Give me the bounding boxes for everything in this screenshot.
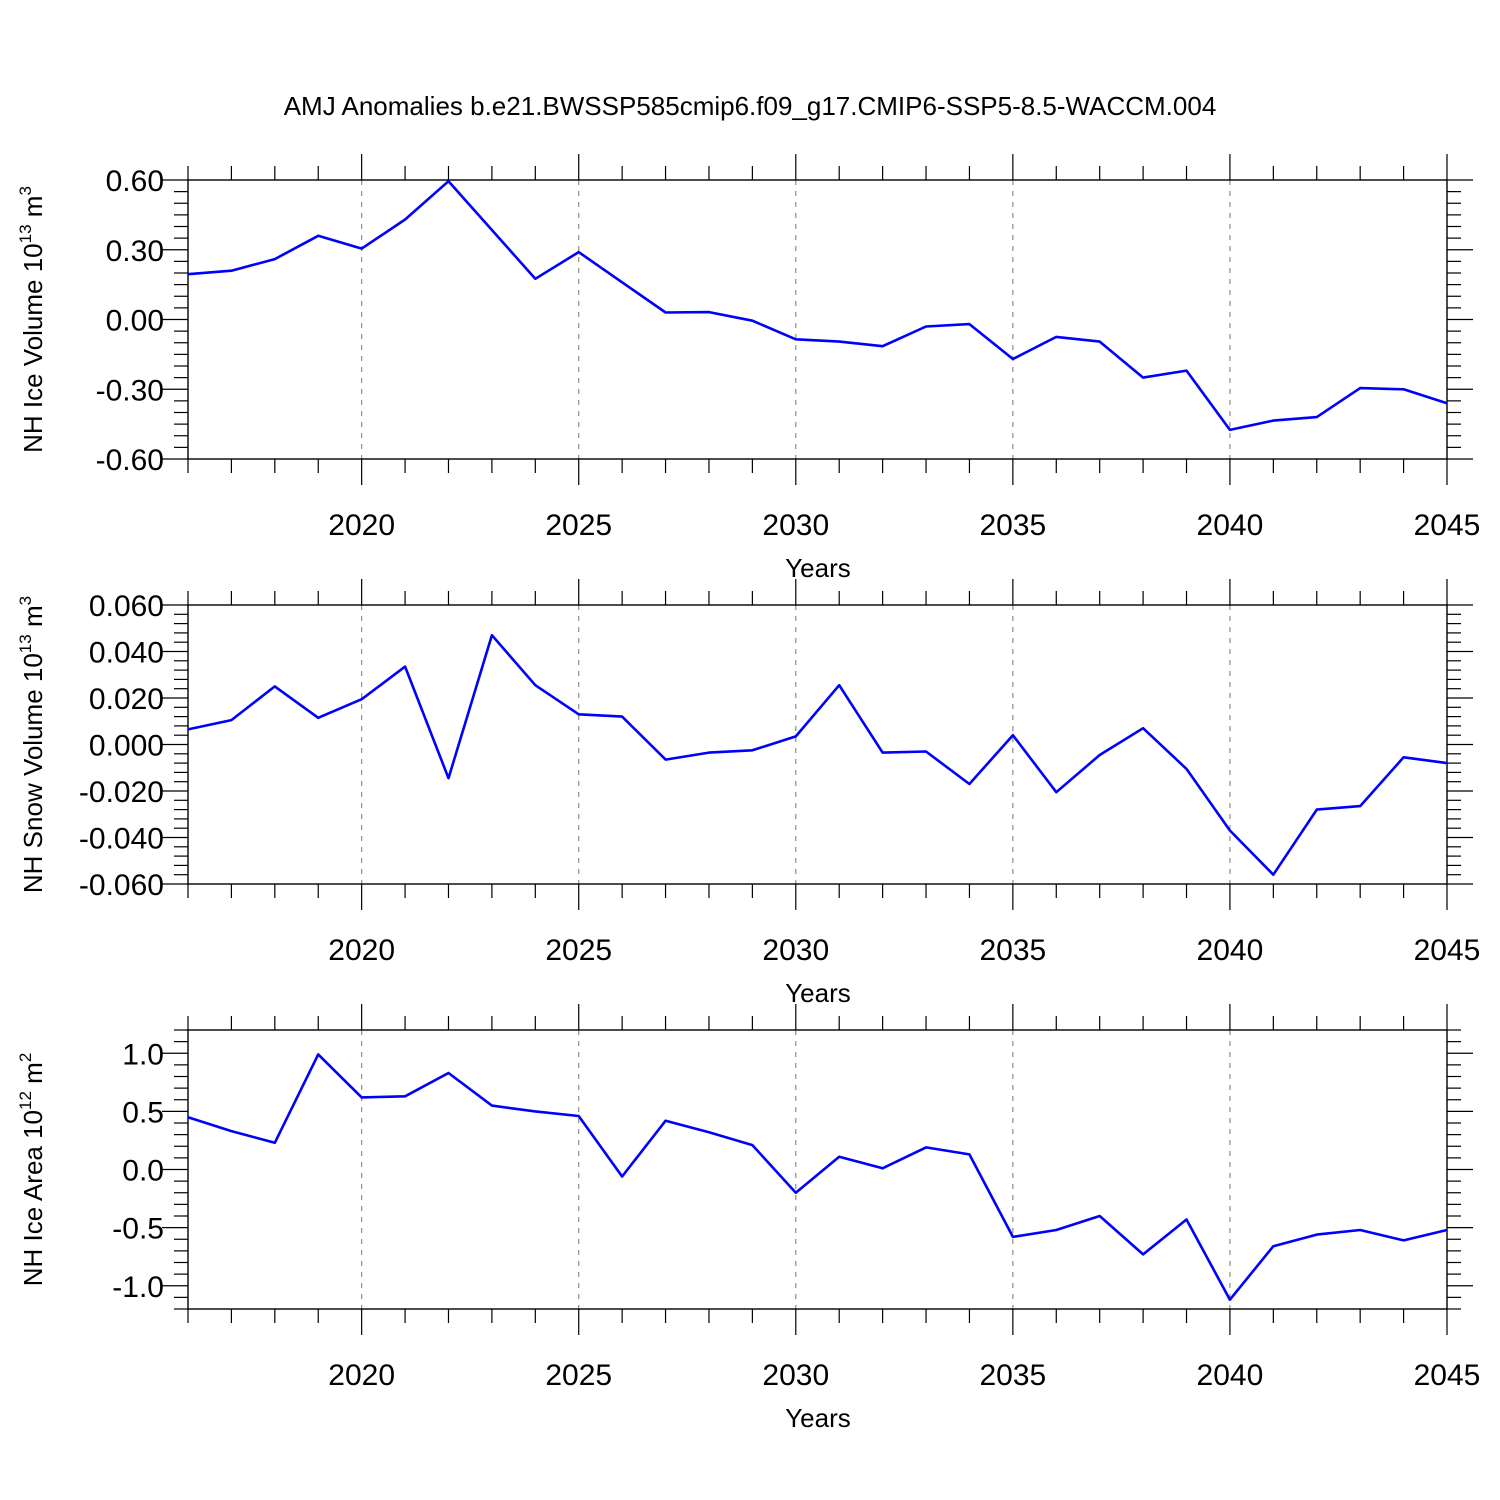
- x-tick-label: 2020: [328, 1359, 395, 1392]
- y-tick-label: 0.060: [89, 590, 164, 623]
- x-tick-label: 2020: [328, 934, 395, 967]
- y-axis-label: NH Ice Area 1012 m2: [16, 1053, 48, 1287]
- panel-3: -1.0 -0.5 0.0 0.5 1.0 2020 2025 2030 2035 2040 204…: [16, 1004, 1480, 1433]
- x-tick-label: 2030: [762, 509, 829, 542]
- y-tick-label: -0.60: [96, 444, 164, 477]
- series-line: [187, 633, 1448, 877]
- x-tick-label: 2045: [1414, 934, 1481, 967]
- x-tick-label: 2025: [545, 509, 612, 542]
- y-tick-label: 0.000: [89, 730, 164, 763]
- y-tick-label: 0.00: [106, 305, 164, 338]
- x-tick-label: 2045: [1414, 509, 1481, 542]
- y-tick-label: 0.040: [89, 637, 164, 670]
- y-tick-label: -0.060: [79, 869, 164, 902]
- y-tick-label: -0.30: [96, 374, 164, 407]
- y-tick-label: -1.0: [112, 1271, 164, 1304]
- y-axis-label: NH Snow Volume 1013 m3: [16, 596, 48, 893]
- plot-frame: [187, 604, 1448, 885]
- panel-2: -0.060 -0.040 -0.020 0.000 0.020 0.040 0.060 20…: [16, 579, 1480, 1008]
- y-tick-label: 0.60: [106, 165, 164, 198]
- x-tick-label: 2030: [762, 934, 829, 967]
- panel-1: -0.60 -0.30 0.00 0.30 0.60 2020 2025 2030 2035 20…: [16, 154, 1480, 583]
- series-line: [187, 179, 1448, 432]
- x-tick-label: 2045: [1414, 1359, 1481, 1392]
- y-tick-label: -0.020: [79, 776, 164, 809]
- x-tick-label: 2040: [1197, 1359, 1264, 1392]
- x-tick-label: 2040: [1197, 509, 1264, 542]
- y-tick-label: 0.30: [106, 235, 164, 268]
- x-axis-label: Years: [785, 978, 851, 1008]
- y-tick-label: -0.040: [79, 823, 164, 856]
- x-tick-label: 2035: [979, 934, 1046, 967]
- x-tick-label: 2030: [762, 1359, 829, 1392]
- x-tick-label: 2025: [545, 1359, 612, 1392]
- y-tick-label: 0.5: [122, 1096, 164, 1129]
- plot-frame: [187, 179, 1448, 460]
- figure-title: AMJ Anomalies b.e21.BWSSP585cmip6.f09_g1…: [284, 91, 1217, 121]
- y-tick-label: 0.0: [122, 1155, 164, 1188]
- y-tick-label: 0.020: [89, 683, 164, 716]
- y-tick-label: 1.0: [122, 1038, 164, 1071]
- plot-frame: [187, 1029, 1448, 1310]
- x-tick-label: 2035: [979, 1359, 1046, 1392]
- x-tick-label: 2035: [979, 509, 1046, 542]
- y-axis-label: NH Ice Volume 1013 m3: [16, 186, 48, 453]
- y-tick-label: -0.5: [112, 1213, 164, 1246]
- x-axis-label: Years: [785, 1403, 851, 1433]
- series-line: [187, 1053, 1448, 1301]
- x-tick-label: 2020: [328, 509, 395, 542]
- x-tick-label: 2025: [545, 934, 612, 967]
- x-tick-label: 2040: [1197, 934, 1264, 967]
- x-axis-label: Years: [785, 553, 851, 583]
